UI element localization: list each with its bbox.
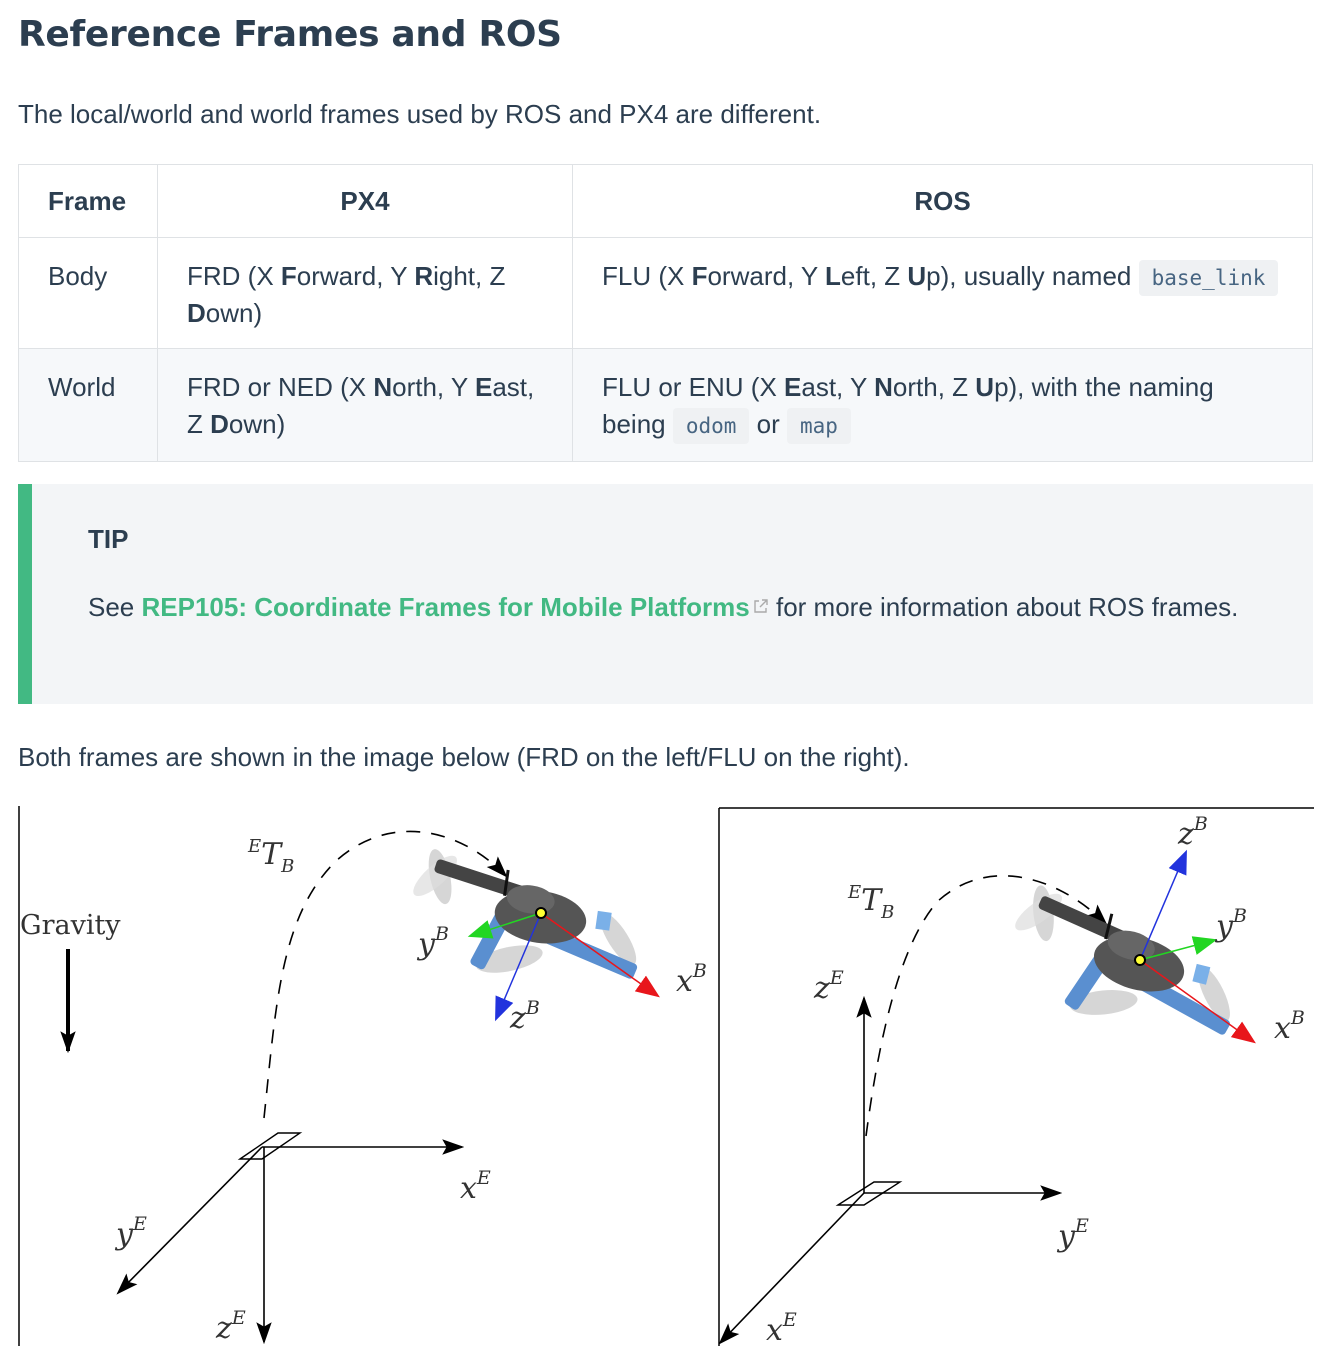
- right-transform-label: ETB: [847, 882, 894, 923]
- right-xE-axis: [718, 1192, 865, 1345]
- right-xB-label: xB: [1274, 1007, 1305, 1046]
- left-yB-label: yB: [416, 923, 449, 962]
- frame-name-code: odom: [672, 408, 750, 444]
- header-ros: ROS: [572, 164, 1313, 238]
- external-link-icon: [754, 599, 768, 613]
- left-body-origin: [535, 907, 547, 919]
- right-yE-label: yE: [1056, 1215, 1089, 1254]
- tip-box: TIP See REP105: Coordinate Frames for Mo…: [18, 484, 1313, 704]
- right-yB-axis: [1139, 936, 1218, 961]
- right-drone-icon: [1015, 885, 1230, 1035]
- tip-text-after: for more information about ROS frames.: [768, 592, 1239, 622]
- rep105-link[interactable]: REP105: Coordinate Frames for Mobile Pla…: [142, 592, 769, 622]
- left-zB-axis: [495, 912, 542, 1022]
- right-origin-plate: [835, 1181, 903, 1206]
- cell-px4-body: FRD (X Forward, Y Right, Z Down): [157, 237, 573, 349]
- table-row-body: Body FRD (X Forward, Y Right, Z Down) FL…: [18, 237, 1313, 349]
- right-zB-axis: [1139, 849, 1187, 961]
- flu-enu-diagram: ETB yE xE zE xB yB zB: [718, 807, 1314, 1348]
- left-xB-axis: [540, 912, 660, 998]
- right-zB-label: zB: [1177, 813, 1208, 852]
- cell-ros-world: FLU or ENU (X East, Y North, Z Up), with…: [572, 348, 1313, 462]
- right-xE-label: xE: [766, 1309, 797, 1348]
- tip-text: See REP105: Coordinate Frames for Mobile…: [88, 584, 1248, 631]
- rep105-link-label: REP105: Coordinate Frames for Mobile Pla…: [141, 592, 750, 622]
- left-drone-icon: [413, 849, 638, 979]
- gravity-label: Gravity: [20, 910, 121, 941]
- frame-name-code: base_link: [1138, 260, 1279, 296]
- frd-ned-diagram: Gravity ETB xE yE zE: [18, 806, 707, 1346]
- left-yE-label: yE: [114, 1213, 147, 1252]
- right-trajectory: [865, 875, 1108, 1137]
- page-title: Reference Frames and ROS: [18, 14, 562, 55]
- header-px4: PX4: [157, 164, 573, 238]
- cell-frame-world: World: [18, 348, 158, 462]
- left-yB-axis: [467, 912, 542, 939]
- left-transform-label: ETB: [247, 836, 294, 877]
- left-xE-label: xE: [460, 1167, 491, 1206]
- right-zE-label: zE: [813, 967, 844, 1006]
- cell-px4-world: FRD or NED (X North, Y East, Z Down): [157, 348, 573, 462]
- cell-frame-body: Body: [18, 237, 158, 349]
- left-zE-label: zE: [215, 1307, 246, 1346]
- left-origin-plate: [237, 1132, 303, 1160]
- frames-figure: Gravity ETB xE yE zE: [18, 806, 1314, 1348]
- table-header-row: Frame PX4 ROS: [18, 164, 1313, 238]
- right-yB-label: yB: [1214, 905, 1247, 944]
- frame-name-code: map: [787, 408, 851, 444]
- left-yE-axis: [116, 1146, 263, 1295]
- intro-paragraph: The local/world and world frames used by…: [18, 99, 822, 129]
- table-row-world: World FRD or NED (X North, Y East, Z Dow…: [18, 348, 1313, 462]
- tip-title: TIP: [88, 524, 129, 554]
- right-body-origin: [1134, 954, 1146, 966]
- right-xB-axis: [1139, 959, 1256, 1044]
- frames-table: Frame PX4 ROS Body FRD (X Forward, Y Rig…: [18, 164, 1313, 462]
- tip-text-before: See: [88, 592, 142, 622]
- left-zB-label: zB: [509, 997, 540, 1036]
- cell-ros-body: FLU (X Forward, Y Left, Z Up), usually n…: [572, 237, 1313, 349]
- header-frame: Frame: [18, 164, 158, 238]
- left-xB-label: xB: [676, 960, 707, 999]
- figure-caption: Both frames are shown in the image below…: [18, 742, 910, 772]
